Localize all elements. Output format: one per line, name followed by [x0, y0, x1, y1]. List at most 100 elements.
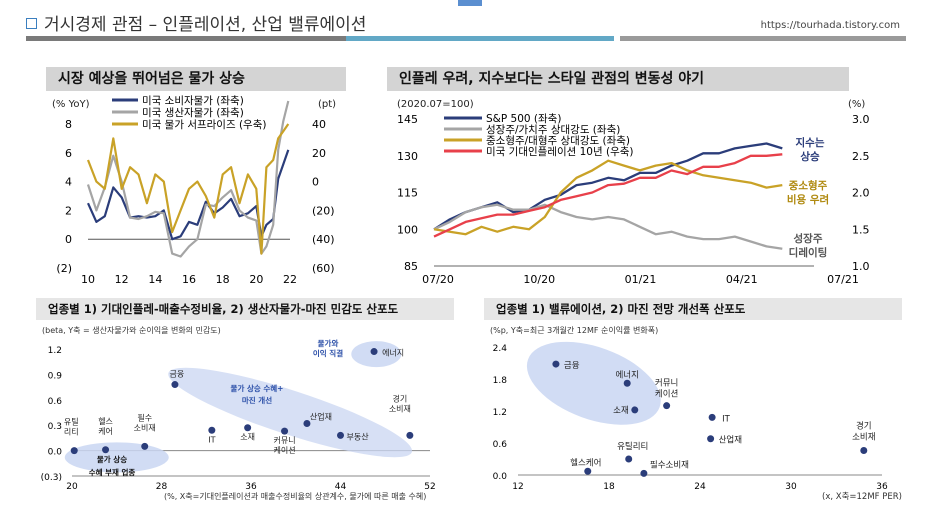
chart3-group-energy: 이익 직결 [313, 348, 343, 358]
chart3-point [171, 381, 179, 389]
chart4-point [625, 455, 633, 463]
chart2-yleft-tick: 100 [397, 223, 418, 236]
chart2-yright-tick: 3.0 [852, 113, 870, 126]
chart4-y-tick: 0.6 [493, 440, 508, 450]
chart3-xlabel: (%, X축=기대인플레이션과 매출수정비율의 상관계수, 물가에 따른 매출 … [164, 491, 426, 501]
chart2-yright-tick: 1.5 [852, 223, 870, 236]
chart3-group-energy: 물가와 [318, 338, 339, 348]
chart3-point [141, 442, 149, 450]
chart1-x-tick: 16 [182, 273, 196, 286]
chart3-point-label: 필수 [137, 412, 152, 422]
chart2-x-tick: 10/20 [523, 273, 555, 286]
header-bar-3 [620, 36, 906, 41]
chart4-point [640, 469, 648, 477]
chart3-y-tick: 0.3 [48, 422, 62, 432]
chart3-y-tick: (0.3) [41, 473, 62, 483]
chart1-series-line [86, 100, 290, 258]
chart4-point-label: IT [722, 414, 731, 424]
chart3-x-tick: 20 [66, 482, 78, 492]
chart2-series-line [433, 203, 783, 250]
chart3-point [70, 447, 78, 455]
chart2-yright-tick: 2.5 [852, 150, 870, 163]
chart3-group-margin: 마진 개선 [242, 395, 272, 405]
chart3-point [406, 431, 414, 439]
chart4-x-tick: 36 [876, 482, 888, 492]
chart3-y-tick: 1.2 [48, 346, 62, 356]
chart2-yright-tick: 1.0 [852, 260, 870, 273]
chart4-point [631, 406, 639, 414]
chart4-point-label: 소비재 [852, 432, 875, 442]
chart3-y-tick: 0.9 [48, 371, 63, 381]
chart4-x-tick: 30 [785, 482, 797, 492]
chart3-point [102, 446, 110, 454]
chart1-ylabel-right: (pt) [318, 99, 336, 110]
page-title-text: 거시경제 관점 – 인플레이션, 산업 밸류에이션 [44, 15, 367, 35]
chart4-y-tick: 2.4 [493, 344, 508, 354]
chart4-x-tick: 24 [694, 482, 706, 492]
header-bar-2 [346, 36, 614, 41]
chart1-ylabel-left: (% YoY) [52, 99, 90, 110]
chart2-yleft-tick: 130 [397, 150, 418, 163]
chart2-x-tick: 04/21 [726, 273, 758, 286]
chart2-x-tick: 07/20 [422, 273, 454, 286]
chart4-point-label: 에너지 [615, 369, 638, 380]
chart1-series-line [86, 123, 290, 255]
chart4-point [707, 435, 715, 443]
chart4-point-label: 경기 [856, 420, 872, 431]
chart2-legend-label: 성장주/가치주 상대강도 (좌축) [486, 124, 620, 136]
chart4-point [860, 446, 868, 454]
chart3-x-tick: 52 [424, 482, 435, 492]
chart1-x-tick: 20 [249, 273, 263, 286]
chart3-cluster-defensive [64, 442, 169, 473]
source-url: https://tourhada.tistory.com [760, 20, 900, 31]
chart4-point-label: 헬스케어 [570, 457, 601, 468]
chart1-x-tick: 10 [81, 273, 95, 286]
chart3-point-label: 유틸 [64, 417, 79, 427]
chart3-subtitle: (beta, Y축 = 생산자물가와 순이익을 변화의 민감도) [42, 325, 221, 335]
chart2-x-tick: 01/21 [625, 273, 657, 286]
chart4-y-tick: 1.8 [493, 376, 508, 386]
chart1-yright-tick: (20) [312, 204, 335, 217]
chart4-subtitle: (%p, Y축=최근 3개월간 12MF 순이익률 변화폭) [490, 325, 658, 335]
chart2-legend-label: 중소형주/대형주 상대강도 (좌축) [486, 135, 630, 147]
chart4-point-label: 필수소비재 [650, 459, 689, 470]
chart2-ylabel-left: (2020.07=100) [397, 99, 474, 110]
chart3-point-label: 소비재 [134, 423, 156, 432]
chart1-yleft-tick: 0 [65, 233, 72, 246]
chart2-title: 인플레 우려, 지수보다는 스타일 관점의 변동성 야기 [387, 67, 849, 91]
chart4-point-label: 커뮤니 [655, 378, 678, 389]
title-bullet-icon [26, 18, 37, 29]
chart3-point-label: 에너지 [382, 348, 404, 358]
chart4-point-label: 유틸리티 [617, 442, 648, 452]
top-accent [458, 0, 482, 6]
chart4-y-tick: 0.0 [493, 472, 508, 482]
chart2-series-line [433, 142, 783, 231]
chart1-x-tick: 22 [283, 273, 297, 286]
chart3-point [370, 348, 378, 356]
chart2-annotation-growth: 성장주 [794, 232, 823, 245]
chart1-yleft-tick: 6 [65, 147, 72, 160]
chart3-group-defensive: 물가 상승 [97, 454, 127, 464]
chart2-yleft-tick: 115 [397, 187, 418, 200]
chart1-title: 시장 예상을 뛰어넘은 물가 상승 [46, 67, 346, 91]
chart3-point-label: 금융 [170, 370, 185, 379]
chart1-x-tick: 14 [148, 273, 162, 286]
chart1-yleft-tick: 4 [65, 176, 72, 189]
chart1-yleft-tick: (2) [56, 262, 72, 275]
chart3-point [244, 424, 252, 432]
chart4-point [552, 360, 560, 368]
chart3-title: 업종별 1) 기대인플레-매출수정비율, 2) 생산자물가-마진 민감도 산포도 [36, 298, 454, 320]
chart1-x-tick: 18 [216, 273, 230, 286]
chart1-yright-tick: 40 [312, 118, 326, 131]
chart2-annotation-index: 상승 [800, 150, 820, 163]
chart1-yright-tick: (40) [312, 233, 335, 246]
chart4-point-label: 케이션 [655, 389, 678, 400]
chart3-point-label: 케이션 [274, 445, 296, 455]
chart1-yright-tick: (60) [312, 262, 335, 275]
chart3-x-tick: 44 [335, 482, 347, 492]
chart1-yleft-tick: 8 [65, 118, 72, 131]
chart3-group-defensive: 수혜 부재 업종 [89, 467, 136, 477]
chart3-y-tick: 0.6 [48, 397, 63, 407]
chart4-point [623, 379, 631, 387]
